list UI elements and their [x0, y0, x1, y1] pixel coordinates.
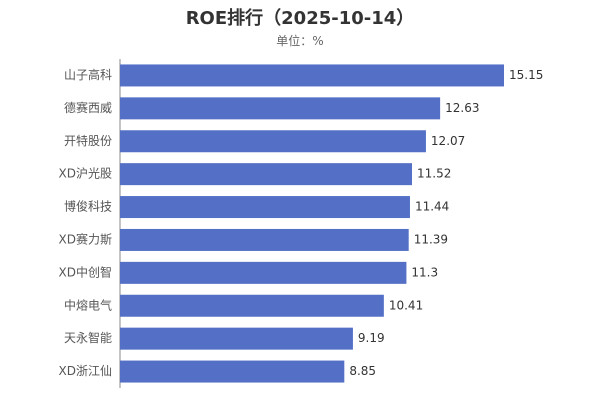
value-label-3: 11.52	[417, 167, 451, 181]
value-label-4: 11.44	[415, 200, 449, 214]
bar-1	[120, 97, 441, 120]
bar-8	[120, 327, 353, 350]
value-label-6: 11.3	[411, 265, 438, 279]
category-label-1: 德赛西威	[64, 100, 112, 115]
value-label-9: 8.85	[349, 364, 376, 378]
bar-3	[120, 163, 412, 186]
bar-9	[120, 360, 345, 383]
value-label-0: 15.15	[509, 68, 543, 82]
category-label-2: 开特股份	[64, 133, 112, 148]
chart-subtitle: 单位：%	[276, 34, 324, 48]
category-label-7: 中熔电气	[64, 297, 112, 312]
bar-7	[120, 294, 384, 317]
value-label-5: 11.39	[414, 232, 448, 246]
category-label-0: 山子高科	[64, 67, 112, 82]
chart-title: ROE排行（2025-10-14）	[185, 8, 415, 29]
category-label-5: XD赛力斯	[59, 231, 112, 246]
value-label-2: 12.07	[431, 134, 465, 148]
category-label-3: XD沪光股	[59, 167, 112, 181]
bar-2	[120, 130, 426, 153]
category-label-6: XD中创智	[59, 264, 112, 279]
bar-6	[120, 261, 407, 284]
category-label-4: 博俊科技	[64, 199, 112, 214]
value-label-1: 12.63	[445, 101, 479, 115]
bar-4	[120, 196, 410, 219]
value-label-8: 9.19	[358, 331, 385, 345]
bars-group: 山子高科 15.15 德赛西威 12.63 开特股份 12.07 XD沪光股 11.52 博俊科…	[59, 64, 543, 383]
value-label-7: 10.41	[389, 298, 423, 312]
category-label-9: XD浙江仙	[59, 364, 112, 378]
category-label-8: 天永智能	[64, 330, 112, 345]
bar-5	[120, 228, 409, 251]
bar-0	[120, 64, 504, 87]
